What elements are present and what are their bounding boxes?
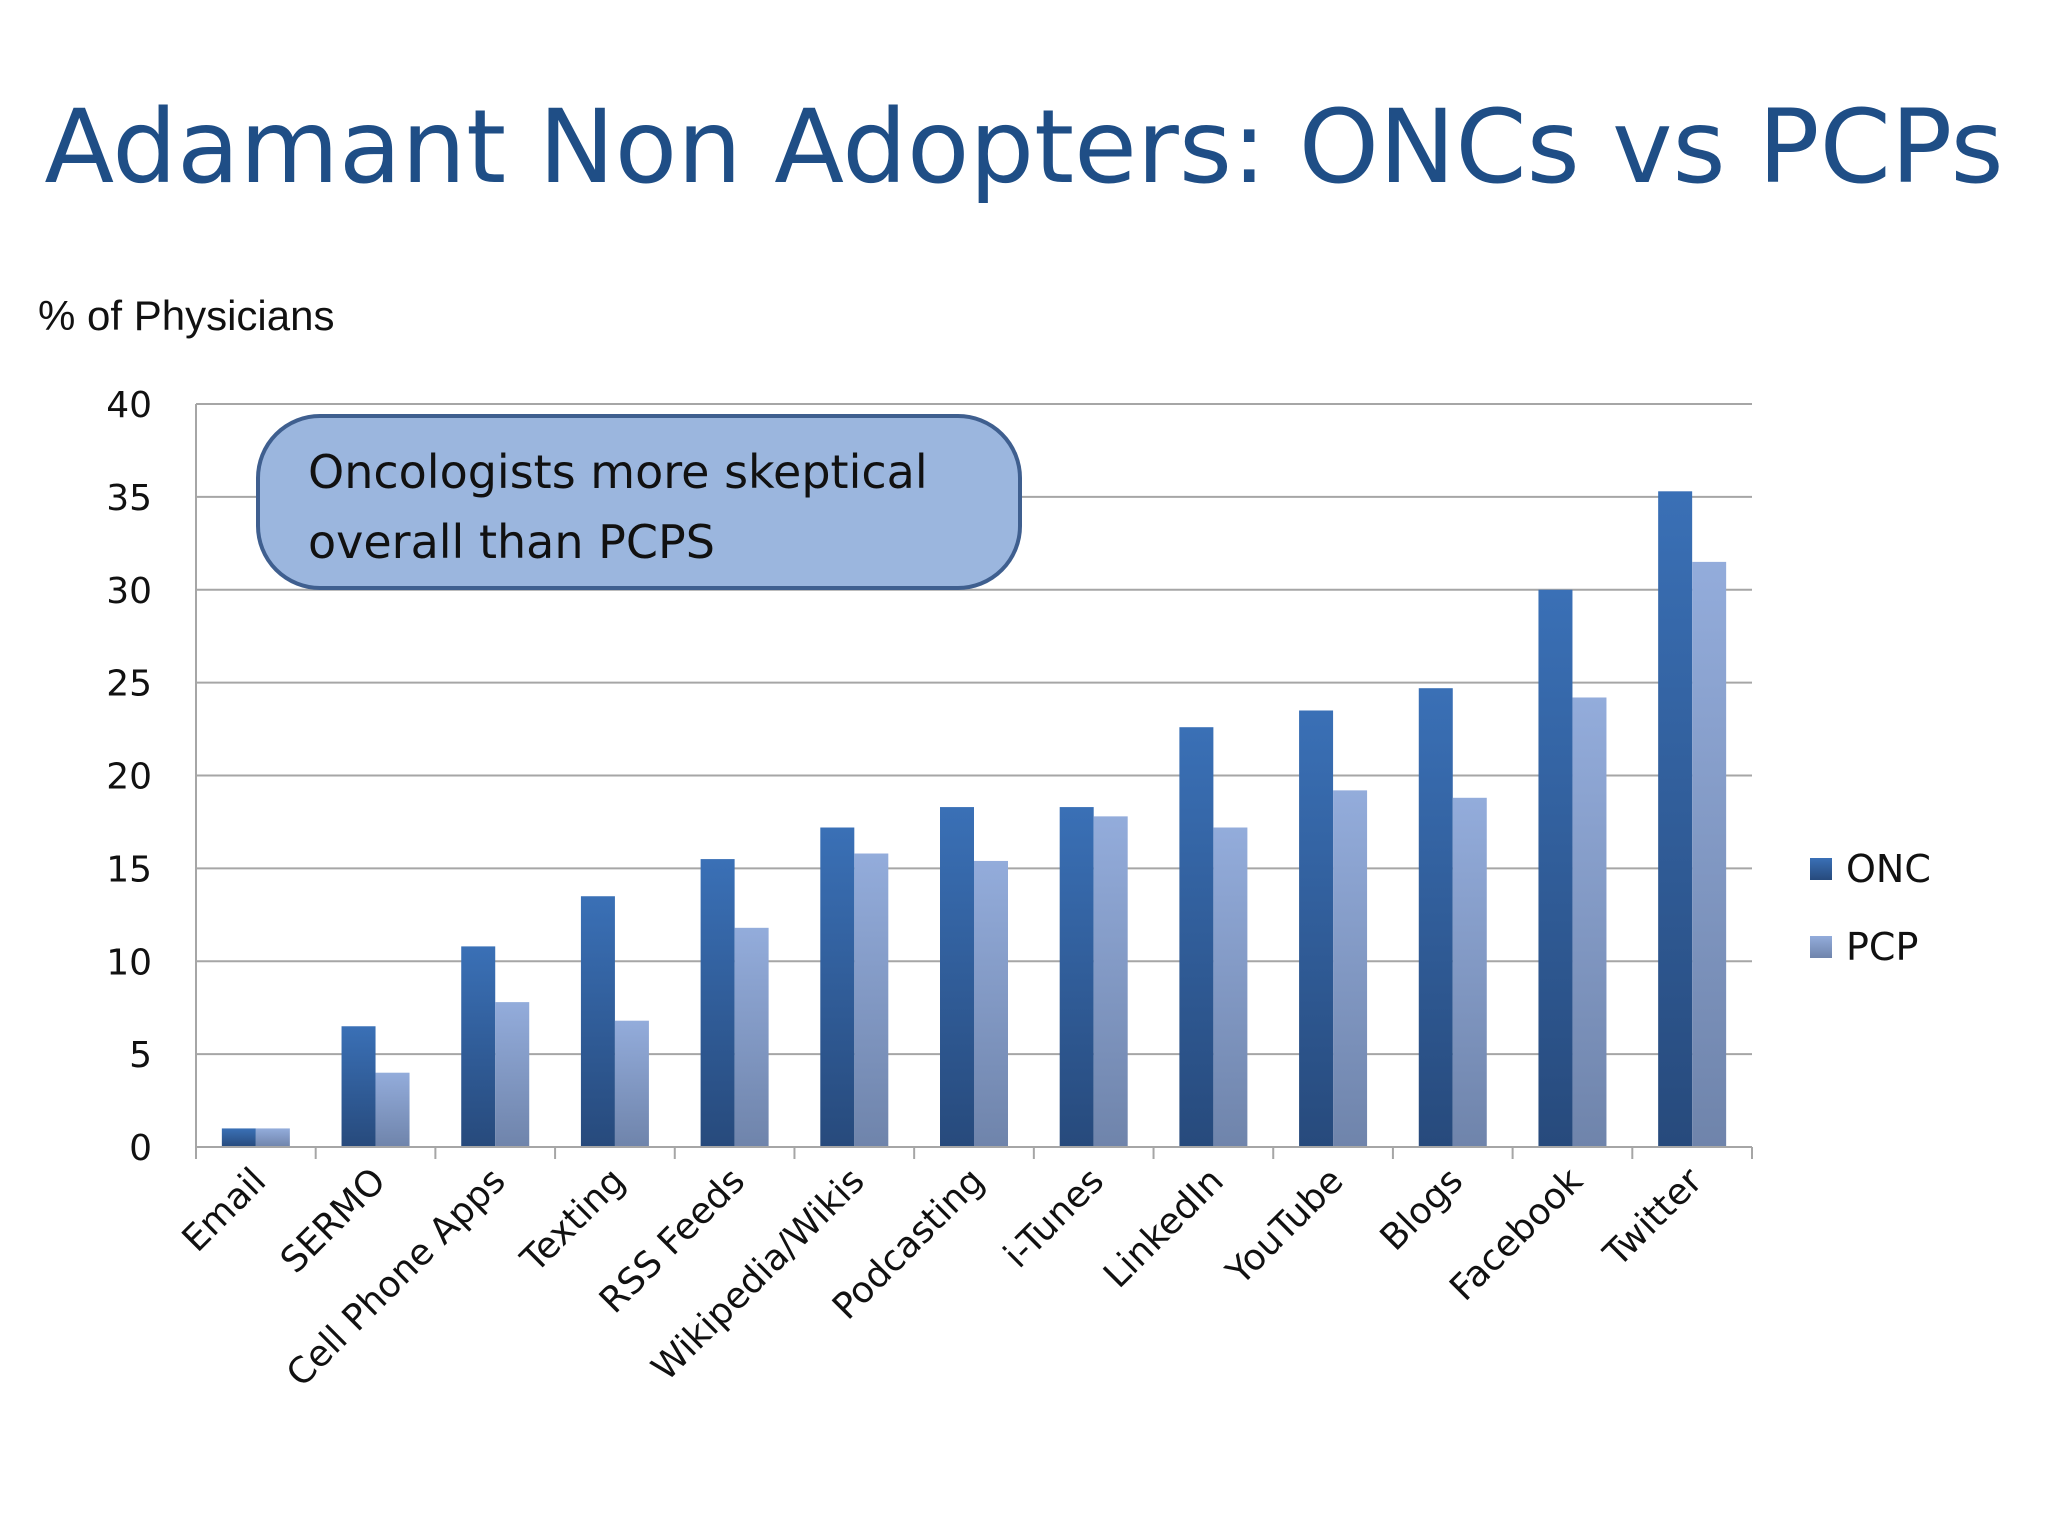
bar-onc — [1418, 688, 1453, 1147]
axes — [195, 404, 1753, 1159]
bar-pcp — [974, 860, 1008, 1147]
bars — [221, 491, 1727, 1147]
callout-box — [256, 414, 1022, 590]
bar-onc — [700, 859, 735, 1147]
bar-pcp — [1572, 697, 1607, 1147]
bar-onc — [940, 807, 974, 1147]
legend-swatch-pcp — [1810, 936, 1832, 958]
bar-onc — [1658, 491, 1693, 1147]
bar-pcp — [1213, 827, 1248, 1147]
bar-pcp — [495, 1002, 530, 1147]
bar-onc — [1059, 807, 1094, 1147]
bar-onc — [1538, 589, 1573, 1147]
legend: ONC PCP — [1810, 847, 1931, 969]
y-tick-label: 30 — [106, 571, 152, 612]
x-category-label: Blogs — [1373, 1160, 1472, 1259]
bar-onc — [221, 1128, 256, 1147]
bar-pcp — [1093, 816, 1128, 1147]
y-axis-label: % of Physicians — [38, 292, 335, 339]
x-category-label: YouTube — [1218, 1160, 1351, 1293]
legend-swatch-onc — [1810, 858, 1832, 880]
y-tick-label: 15 — [106, 849, 152, 890]
bar-pcp — [255, 1128, 290, 1147]
callout-line-1: Oncologists more skeptical — [308, 445, 928, 499]
legend-label-onc: ONC — [1846, 847, 1931, 891]
x-category-label: SERMO — [273, 1160, 394, 1281]
bar-pcp — [1692, 561, 1727, 1147]
x-category-label: Cell Phone Apps — [279, 1160, 514, 1395]
y-tick-labels: 0 5 10 15 20 25 30 35 40 — [106, 385, 152, 1169]
bar-onc — [341, 1026, 376, 1147]
x-category-label: LinkedIn — [1096, 1160, 1232, 1296]
y-tick-label: 5 — [129, 1035, 152, 1076]
bar-onc — [820, 827, 855, 1147]
bar-pcp — [734, 927, 769, 1147]
bar-onc — [580, 896, 615, 1147]
bar-onc — [461, 946, 496, 1147]
bar-onc — [1179, 727, 1214, 1147]
x-category-label: Twitter — [1596, 1160, 1711, 1275]
legend-label-pcp: PCP — [1846, 925, 1918, 969]
x-category-label: Facebook — [1442, 1160, 1591, 1309]
callout: Oncologists more skeptical overall than … — [256, 414, 1022, 590]
bar-pcp — [614, 1020, 649, 1147]
y-tick-label: 40 — [106, 385, 152, 426]
callout-line-2: overall than PCPS — [308, 515, 715, 569]
slide-title: Adamant Non Adopters: ONCs vs PCPs — [44, 88, 2004, 207]
bar-pcp — [854, 853, 889, 1147]
bar-pcp — [375, 1072, 410, 1147]
bar-pcp — [1333, 790, 1368, 1147]
bar-onc — [1299, 710, 1334, 1147]
x-category-label: Wikipedia/Wikis — [644, 1160, 872, 1388]
x-category-label: i-Tunes — [996, 1160, 1112, 1276]
y-tick-label: 10 — [106, 942, 152, 983]
bar-pcp — [1452, 797, 1487, 1147]
y-tick-label: 20 — [106, 757, 152, 798]
y-tick-label: 0 — [129, 1128, 152, 1169]
x-category-label: Email — [175, 1160, 275, 1260]
y-tick-label: 25 — [106, 664, 152, 705]
y-tick-label: 35 — [106, 478, 152, 519]
x-category-label: Texting — [513, 1160, 634, 1281]
